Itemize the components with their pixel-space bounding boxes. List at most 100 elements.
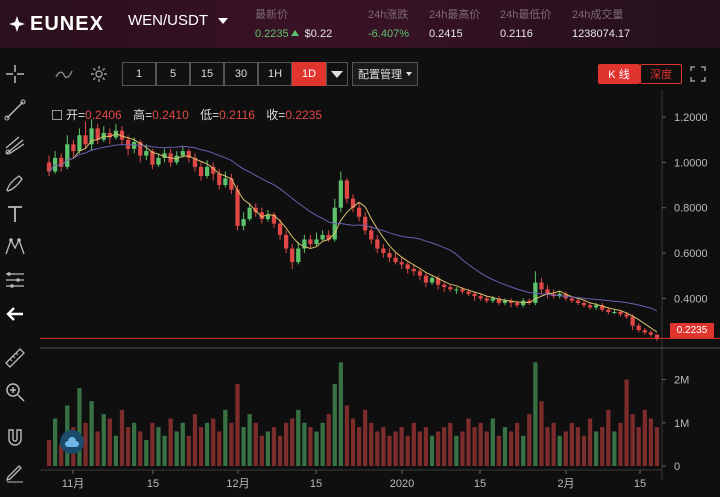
candle-body — [606, 309, 611, 312]
interval-1h-button[interactable]: 1H — [258, 62, 292, 86]
brand-logo[interactable]: EUNEX — [8, 11, 104, 37]
tab-depth[interactable]: 深度 — [640, 64, 682, 84]
volume-bar — [332, 383, 337, 466]
config-menu-button[interactable]: 配置管理 — [352, 62, 418, 86]
volume-bar — [472, 427, 477, 466]
volume-bar — [125, 427, 131, 466]
brush-icon[interactable] — [3, 170, 27, 194]
chevron-down-icon — [218, 17, 228, 24]
tab-kline[interactable]: K 线 — [598, 64, 640, 84]
candle-body — [277, 223, 283, 235]
volume-bar — [308, 427, 313, 466]
candle-body — [423, 275, 429, 283]
candle-body — [624, 314, 629, 317]
stat-value: 1238074.17 — [572, 28, 631, 40]
candle-body — [192, 157, 198, 167]
time-tick-label: 12月 — [226, 478, 249, 490]
volume-bar — [466, 418, 471, 466]
candle-body — [484, 298, 489, 301]
volume-bar — [326, 414, 331, 466]
candle-body — [612, 312, 617, 313]
text-tool-icon[interactable] — [3, 202, 27, 226]
arrow-up-icon — [290, 30, 299, 36]
zoom-in-icon[interactable] — [3, 380, 27, 404]
volume-bar — [138, 431, 143, 466]
last-price-tag: 0.2235 — [670, 323, 714, 338]
volume-bar — [253, 422, 258, 466]
volume-bar — [344, 405, 350, 466]
chevron-down-icon — [331, 70, 343, 78]
fibonacci-icon[interactable] — [3, 268, 27, 292]
volume-bar — [545, 427, 550, 466]
pitchfork-icon[interactable] — [3, 134, 27, 158]
trend-line-icon[interactable] — [3, 98, 27, 122]
volume-bar — [284, 422, 289, 466]
more-intervals-button[interactable] — [326, 62, 348, 86]
candle-body — [636, 325, 641, 331]
volume-bar — [636, 427, 641, 466]
volume-bar — [654, 427, 660, 466]
pencil-lock-icon[interactable] — [3, 460, 27, 484]
volume-tick-label: 1M — [674, 418, 689, 430]
header-bar: EUNEX WEN/USDT 最新价 0.2235 $0.22 24h涨跌 -6.… — [0, 0, 720, 48]
volume-bar — [527, 414, 532, 466]
interval-30-button[interactable]: 30 — [224, 62, 258, 86]
ruler-icon[interactable] — [3, 346, 27, 370]
candle-body — [569, 298, 574, 301]
volume-bar — [350, 418, 356, 466]
volume-bar — [95, 431, 100, 466]
volume-bar — [290, 418, 295, 466]
candle-body — [508, 300, 514, 303]
fullscreen-icon[interactable] — [690, 66, 706, 82]
crosshair-icon[interactable] — [3, 62, 27, 86]
time-tick-label: 2020 — [390, 478, 414, 490]
stat-value: 0.2116 — [500, 28, 533, 40]
open-value: 0.2406 — [85, 108, 122, 122]
volume-bar — [496, 435, 502, 466]
high-label: 高= — [133, 108, 153, 122]
interval-5-button[interactable]: 5 — [156, 62, 190, 86]
moving-average-line — [48, 133, 658, 333]
volume-bar — [265, 431, 271, 466]
drawing-toolbar — [0, 56, 30, 497]
volume-bar — [369, 422, 374, 466]
candle-body — [363, 216, 368, 231]
volume-bar — [144, 440, 149, 466]
candle-body — [71, 144, 76, 152]
candle-body — [545, 289, 550, 294]
chart-style-icon[interactable] — [54, 66, 74, 82]
volume-bar — [119, 409, 125, 466]
candle-body — [223, 178, 228, 186]
candle-body — [132, 142, 137, 149]
pattern-icon[interactable] — [3, 234, 27, 258]
volume-bar — [612, 431, 617, 466]
interval-1-button[interactable]: 1 — [122, 62, 156, 86]
candle-body — [162, 153, 167, 158]
high-value: 0.2410 — [152, 108, 189, 122]
stat-last-price: 最新价 0.2235 $0.22 — [255, 6, 332, 40]
volume-bar — [363, 409, 368, 466]
volume-bar — [156, 427, 161, 466]
magnet-icon[interactable] — [3, 426, 27, 450]
candle-body — [308, 239, 313, 244]
volume-bar — [59, 444, 64, 466]
pair-selector[interactable]: WEN/USDT — [128, 12, 228, 29]
back-arrow-icon[interactable] — [3, 302, 27, 326]
candle-body — [253, 207, 258, 213]
settings-gear-icon[interactable] — [90, 65, 108, 83]
candle-body — [381, 248, 386, 254]
candle-body — [241, 219, 246, 226]
candle-body — [65, 144, 70, 167]
candle-body — [442, 284, 447, 288]
candle-body — [490, 298, 495, 301]
volume-bar — [557, 435, 562, 466]
interval-15-button[interactable]: 15 — [190, 62, 224, 86]
kline-chart[interactable]: 1.2000 1.0000 0.8000 0.6000 0.4000 2M 1M 0 11月 15… — [0, 90, 720, 497]
volume-bar — [204, 422, 210, 466]
volume-bar — [186, 435, 191, 466]
interval-1d-button[interactable]: 1D — [292, 62, 326, 86]
volume-bar — [52, 418, 58, 466]
candle-body — [393, 257, 398, 263]
candle-body — [144, 151, 149, 156]
cloud-icon[interactable] — [60, 430, 84, 454]
